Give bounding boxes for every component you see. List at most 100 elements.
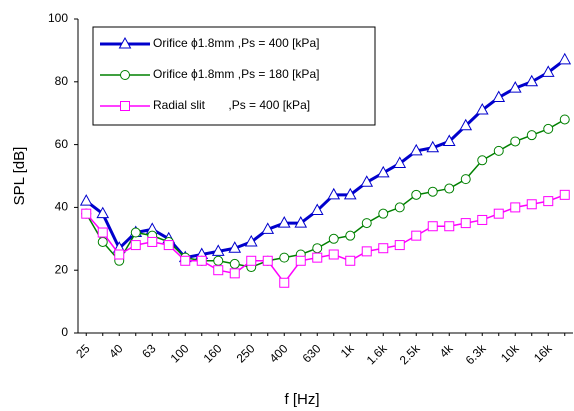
data-point (492, 90, 506, 102)
data-point (328, 233, 339, 244)
x-tick-label: 1.6k (364, 341, 391, 368)
data-point (378, 243, 389, 254)
data-point (97, 227, 108, 238)
data-point (360, 175, 374, 187)
data-point (477, 214, 488, 225)
data-point (180, 255, 191, 266)
data-point (79, 194, 93, 206)
x-tick-label: 40 (106, 341, 126, 361)
data-point (130, 240, 141, 251)
data-point (477, 155, 488, 166)
x-tick-label: 2.5k (397, 341, 424, 368)
data-point (294, 216, 308, 228)
data-point (460, 218, 471, 229)
data-point (558, 52, 572, 65)
data-point (229, 268, 240, 279)
data-point (328, 249, 339, 260)
data-point (361, 246, 372, 257)
legend-label: Orifice ϕ1.8mm ,Ps = 180 [kPa] (153, 67, 319, 81)
data-point (427, 186, 438, 197)
data-point (394, 202, 405, 213)
data-point (196, 255, 207, 266)
data-point (345, 230, 356, 241)
data-point (261, 222, 275, 234)
data-point (525, 74, 539, 87)
data-point (81, 208, 92, 219)
data-point (493, 208, 504, 219)
series-line (85, 194, 566, 285)
x-tick-label: 630 (300, 341, 324, 365)
data-point (543, 123, 554, 134)
data-point (559, 189, 570, 200)
data-point (295, 255, 306, 266)
x-axis-label: f [Hz] (284, 391, 319, 408)
data-point (345, 255, 356, 266)
data-point (213, 265, 224, 276)
data-point (411, 189, 422, 200)
data-point (526, 130, 537, 141)
data-point (394, 240, 405, 251)
y-tick-label: 60 (55, 137, 69, 151)
data-point (228, 241, 242, 253)
data-point (459, 118, 473, 131)
data-point (229, 258, 240, 269)
data-point (541, 65, 555, 77)
x-tick-label: 16k (531, 341, 555, 365)
data-point (559, 114, 570, 125)
data-point (114, 249, 125, 260)
data-point (130, 227, 141, 238)
data-point (442, 134, 456, 146)
series-line (85, 118, 566, 268)
data-point (510, 202, 521, 213)
data-point (211, 244, 225, 256)
x-tick-label: 6.3k (463, 341, 490, 368)
data-point (327, 187, 341, 200)
data-point (426, 140, 440, 153)
data-point (312, 252, 323, 263)
data-point (427, 221, 438, 232)
data-point (376, 165, 390, 178)
data-point (312, 243, 323, 254)
x-tick-label: 10k (498, 341, 522, 365)
data-point (279, 252, 290, 263)
data-point (97, 236, 108, 247)
data-point (493, 145, 504, 156)
data-point (411, 230, 422, 241)
x-tick-label: 400 (267, 341, 291, 365)
data-point (460, 174, 471, 185)
x-tick-label: 63 (139, 341, 159, 361)
data-point (213, 255, 224, 266)
data-point (310, 203, 324, 216)
x-tick-label: 100 (168, 341, 192, 365)
data-point (444, 183, 455, 194)
data-point (508, 81, 522, 93)
data-point (244, 234, 258, 247)
y-tick-label: 80 (55, 74, 69, 88)
data-point (262, 255, 273, 266)
legend-marker (118, 36, 132, 49)
data-point (444, 221, 455, 232)
data-point (409, 143, 423, 156)
legend-marker (120, 101, 130, 111)
data-point (361, 218, 372, 229)
data-point (343, 187, 357, 200)
data-point (543, 196, 554, 207)
y-tick-label: 20 (55, 262, 69, 276)
legend-label: Radial slit ,Ps = 400 [kPa] (153, 98, 310, 112)
x-tick-label: 1k (338, 341, 358, 361)
data-point (393, 156, 407, 168)
data-point (246, 255, 257, 266)
data-point (475, 103, 489, 115)
y-axis-label: SPL [dB] (11, 147, 28, 206)
legend-marker (120, 70, 130, 80)
data-point (510, 136, 521, 147)
data-point (277, 216, 291, 228)
y-tick-label: 100 (48, 11, 68, 25)
x-tick-label: 25 (73, 341, 93, 361)
x-tick-label: 4k (437, 341, 457, 361)
data-point (147, 236, 158, 247)
data-point (279, 277, 290, 288)
legend-label: Orifice ϕ1.8mm ,Ps = 400 [kPa] (153, 36, 319, 50)
data-point (163, 240, 174, 251)
